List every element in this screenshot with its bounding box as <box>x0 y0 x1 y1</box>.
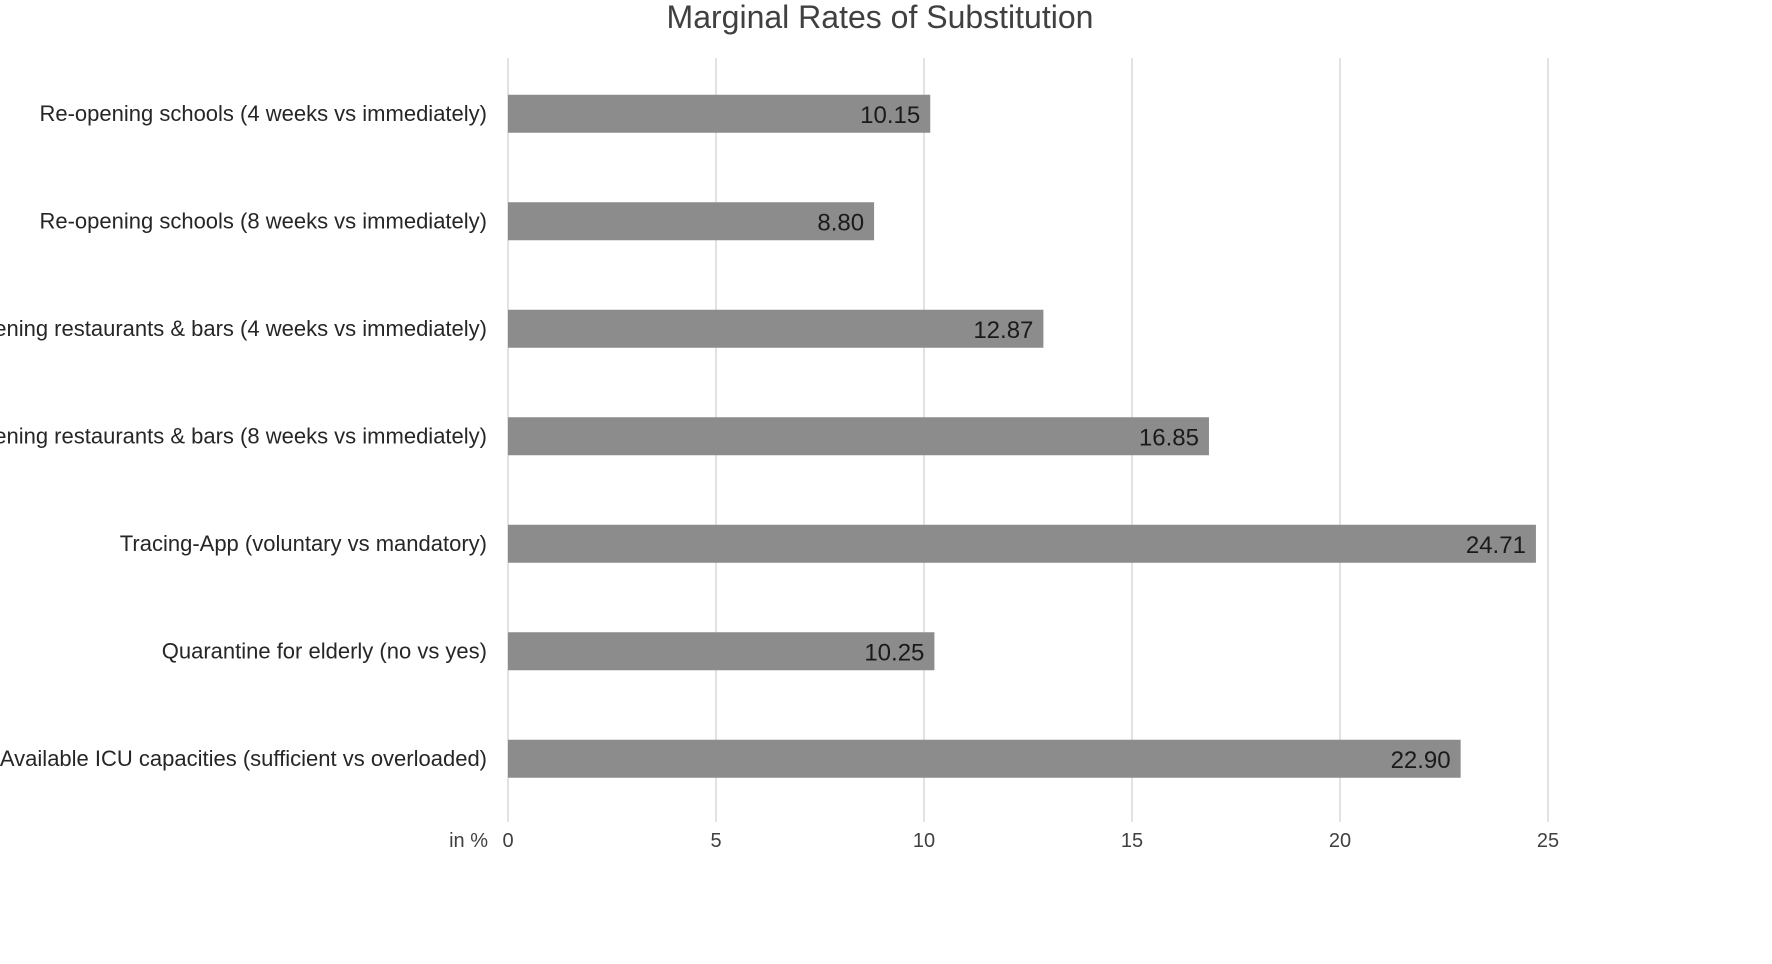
chart-title: Marginal Rates of Substitution <box>667 0 1094 35</box>
x-tick-label: 20 <box>1329 830 1351 852</box>
bar <box>508 632 935 671</box>
category-label: Opening restaurants & bars (4 weeks vs i… <box>0 316 487 341</box>
category-label: Quarantine for elderly (no vs yes) <box>162 638 487 663</box>
x-tick-label: 15 <box>1121 830 1143 852</box>
bar <box>508 202 875 241</box>
data-label: 24.71 <box>1466 532 1526 559</box>
x-tick-label: 25 <box>1537 830 1559 852</box>
data-label: 10.15 <box>860 102 920 129</box>
x-tick-label: 0 <box>502 830 513 852</box>
data-label: 10.25 <box>864 639 924 666</box>
x-tick-label: 10 <box>913 830 935 852</box>
x-axis: in % 0 5 10 15 20 25 <box>449 830 1559 852</box>
bar <box>508 417 1209 456</box>
category-label: Opening restaurants & bars (8 weeks vs i… <box>0 423 487 448</box>
data-label: 22.90 <box>1391 747 1451 774</box>
category-label: Available ICU capacities (sufficient vs … <box>0 746 487 771</box>
x-tick-label: 5 <box>710 830 721 852</box>
bars: Re-opening schools (4 weeks vs immediate… <box>0 94 1536 778</box>
category-label: Tracing-App (voluntary vs mandatory) <box>120 531 487 556</box>
bar <box>508 94 931 133</box>
bar <box>508 524 1536 563</box>
data-label: 16.85 <box>1139 424 1199 451</box>
data-label: 8.80 <box>817 209 864 236</box>
bar <box>508 309 1044 348</box>
category-label: Re-opening schools (4 weeks vs immediate… <box>39 101 487 126</box>
bar <box>508 739 1461 778</box>
x-axis-unit-label: in % <box>449 830 488 852</box>
category-label: Re-opening schools (8 weeks vs immediate… <box>39 208 487 233</box>
data-label: 12.87 <box>973 317 1033 344</box>
